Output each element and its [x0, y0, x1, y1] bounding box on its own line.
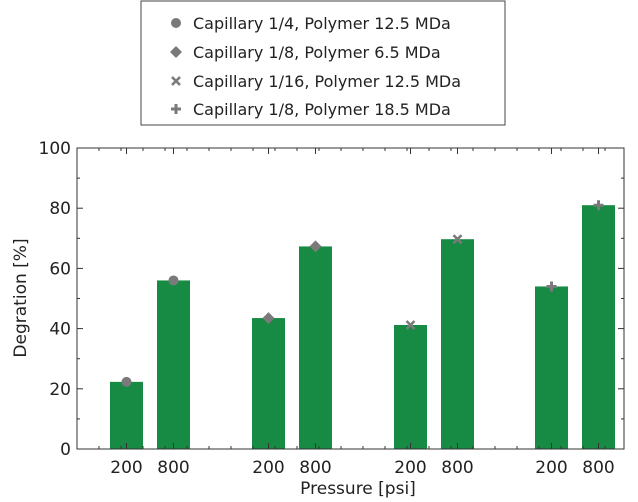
bar	[441, 239, 474, 449]
legend-entry: Capillary 1/4, Polymer 12.5 MDa	[193, 14, 451, 33]
bar	[535, 286, 568, 449]
bar	[252, 318, 285, 449]
data-marker-circle	[121, 376, 132, 387]
legend-marker-x	[171, 76, 181, 86]
x-tick-label: 800	[582, 458, 614, 478]
x-tick-label: 800	[157, 458, 189, 478]
x-tick-label: 200	[252, 458, 284, 478]
bar	[157, 280, 190, 449]
legend-entry: Capillary 1/16, Polymer 12.5 MDa	[193, 72, 461, 91]
y-tick-label: 100	[39, 139, 71, 159]
x-tick-label: 200	[394, 458, 426, 478]
y-tick-label: 80	[49, 199, 71, 219]
y-tick-label: 20	[49, 380, 71, 400]
legend-entry: Capillary 1/8, Polymer 18.5 MDa	[193, 100, 451, 119]
data-marker-diamond	[309, 240, 322, 253]
data-marker-x	[452, 234, 463, 245]
markers	[121, 200, 604, 387]
x-tick-label: 800	[441, 458, 473, 478]
legend-marker-diamond	[170, 46, 182, 58]
data-marker-circle	[168, 275, 179, 286]
legend-marker-circle	[171, 18, 181, 28]
axes: 0 20 40 60 80 100 200 800 200 800 200 800 200 800	[39, 139, 625, 478]
y-axis-title: Degration [%]	[11, 238, 31, 357]
legend-entry: Capillary 1/8, Polymer 6.5 MDa	[193, 43, 441, 62]
y-tick-label: 60	[49, 259, 71, 279]
x-axis-title: Pressure [psi]	[300, 479, 416, 499]
legend: Capillary 1/4, Polymer 12.5 MDa Capillary…	[140, 0, 506, 126]
bars	[110, 205, 615, 449]
bar	[299, 246, 332, 449]
data-marker-plus	[546, 281, 557, 292]
y-tick-label: 0	[60, 440, 71, 460]
bar	[110, 381, 143, 449]
data-marker-diamond	[262, 312, 275, 325]
bar	[394, 324, 427, 449]
y-tick-label: 40	[49, 320, 71, 340]
data-marker-plus	[593, 200, 604, 211]
data-marker-x	[405, 320, 416, 330]
legend-box	[140, 0, 506, 126]
x-tick-label: 800	[299, 458, 331, 478]
x-tick-label: 200	[535, 458, 567, 478]
legend-marker-plus	[171, 104, 181, 114]
x-tick-label: 200	[110, 458, 142, 478]
bar	[582, 205, 615, 449]
